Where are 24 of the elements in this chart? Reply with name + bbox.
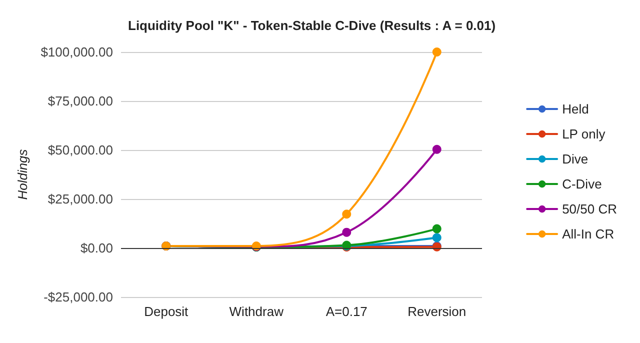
- point: [432, 233, 442, 242]
- point: [432, 144, 442, 154]
- legend-label: LP only: [562, 126, 606, 142]
- y-axis-title: Holdings: [15, 148, 30, 200]
- point: [342, 228, 352, 237]
- y-tick-label: $50,000.00: [48, 142, 113, 158]
- x-tick-label: A=0.17: [326, 304, 368, 319]
- x-tick-label: Deposit: [144, 304, 189, 319]
- point: [432, 224, 442, 234]
- legend-label: Dive: [562, 152, 588, 166]
- legend-label: 50/50 CR: [562, 202, 617, 216]
- y-tick-label: -$25,000.00: [44, 290, 113, 304]
- point: [432, 48, 442, 56]
- x-tick-label: Withdraw: [229, 304, 284, 319]
- legend-label: Held: [562, 102, 589, 116]
- y-tick-label: $0.00: [80, 240, 113, 256]
- y-tick-label: $100,000.00: [40, 44, 113, 60]
- legend-label: All-In CR: [562, 226, 614, 242]
- point: [342, 210, 352, 219]
- y-tick-label: $75,000.00: [48, 94, 113, 108]
- x-tick-label: Reversion: [408, 304, 466, 319]
- chart-title: Liquidity Pool "K" - Token-Stable C-Dive (Results : A = 0.01): [128, 18, 496, 33]
- legend-label: C-Dive: [562, 176, 602, 192]
- y-tick-label: $25,000.00: [48, 192, 113, 206]
